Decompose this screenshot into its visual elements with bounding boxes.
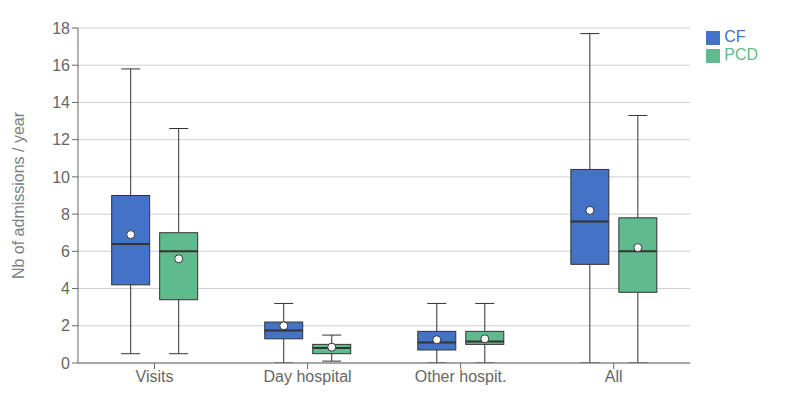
svg-text:14: 14 bbox=[52, 94, 70, 111]
html-text:CF: CF bbox=[724, 28, 746, 45]
svg-text:4: 4 bbox=[61, 280, 70, 297]
svg-text:2: 2 bbox=[61, 317, 70, 334]
svg-text:10: 10 bbox=[52, 169, 70, 186]
svg-text:All: All bbox=[605, 368, 623, 385]
svg-text:18: 18 bbox=[52, 20, 70, 37]
svg-text:Day hospital: Day hospital bbox=[264, 368, 352, 385]
html-text:PCD: PCD bbox=[724, 46, 758, 63]
svg-text:Other hospit.: Other hospit. bbox=[415, 368, 507, 385]
svg-text:6: 6 bbox=[61, 243, 70, 260]
svg-text:16: 16 bbox=[52, 57, 70, 74]
svg-text:8: 8 bbox=[61, 206, 70, 223]
svg-text:Nb of admissions / year: Nb of admissions / year bbox=[10, 111, 27, 279]
svg-text:Visits: Visits bbox=[136, 368, 174, 385]
svg-text:0: 0 bbox=[61, 355, 70, 372]
svg-text:12: 12 bbox=[52, 131, 70, 148]
